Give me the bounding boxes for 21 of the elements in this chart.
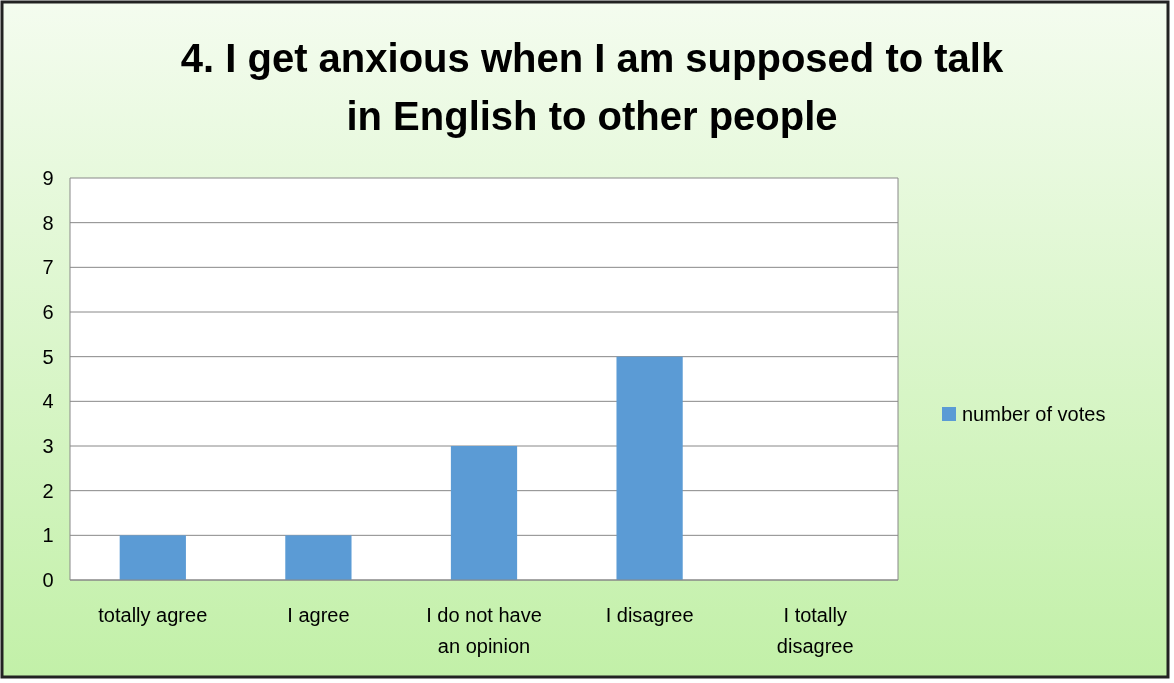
y-tick-label: 5 <box>42 345 54 368</box>
y-tick-label: 7 <box>42 256 54 279</box>
bar <box>285 535 352 580</box>
chart-title: 4. I get anxious when I am supposed to talk in English to other people <box>180 36 1004 138</box>
y-tick-label: 6 <box>42 301 54 323</box>
y-tick-label: 9 <box>42 167 54 189</box>
y-tick-label: 8 <box>42 211 54 234</box>
x-tick-label: totally agree <box>98 604 208 626</box>
bar <box>119 535 186 580</box>
x-tick-label: I disagree <box>605 604 694 626</box>
y-tick-label: 0 <box>42 569 54 591</box>
y-tick-label: 2 <box>42 479 54 502</box>
bar <box>450 446 518 580</box>
legend-label: number of votes <box>962 403 1106 425</box>
x-tick-label: I agree <box>287 604 350 626</box>
y-tick-label: 3 <box>42 435 54 457</box>
y-tick-label: 4 <box>42 390 54 413</box>
x-tick-label: I do not have an opinion <box>426 604 542 657</box>
bar <box>616 356 683 580</box>
y-tick-label: 1 <box>42 524 54 547</box>
x-tick-label: I totally disagree <box>776 604 854 657</box>
